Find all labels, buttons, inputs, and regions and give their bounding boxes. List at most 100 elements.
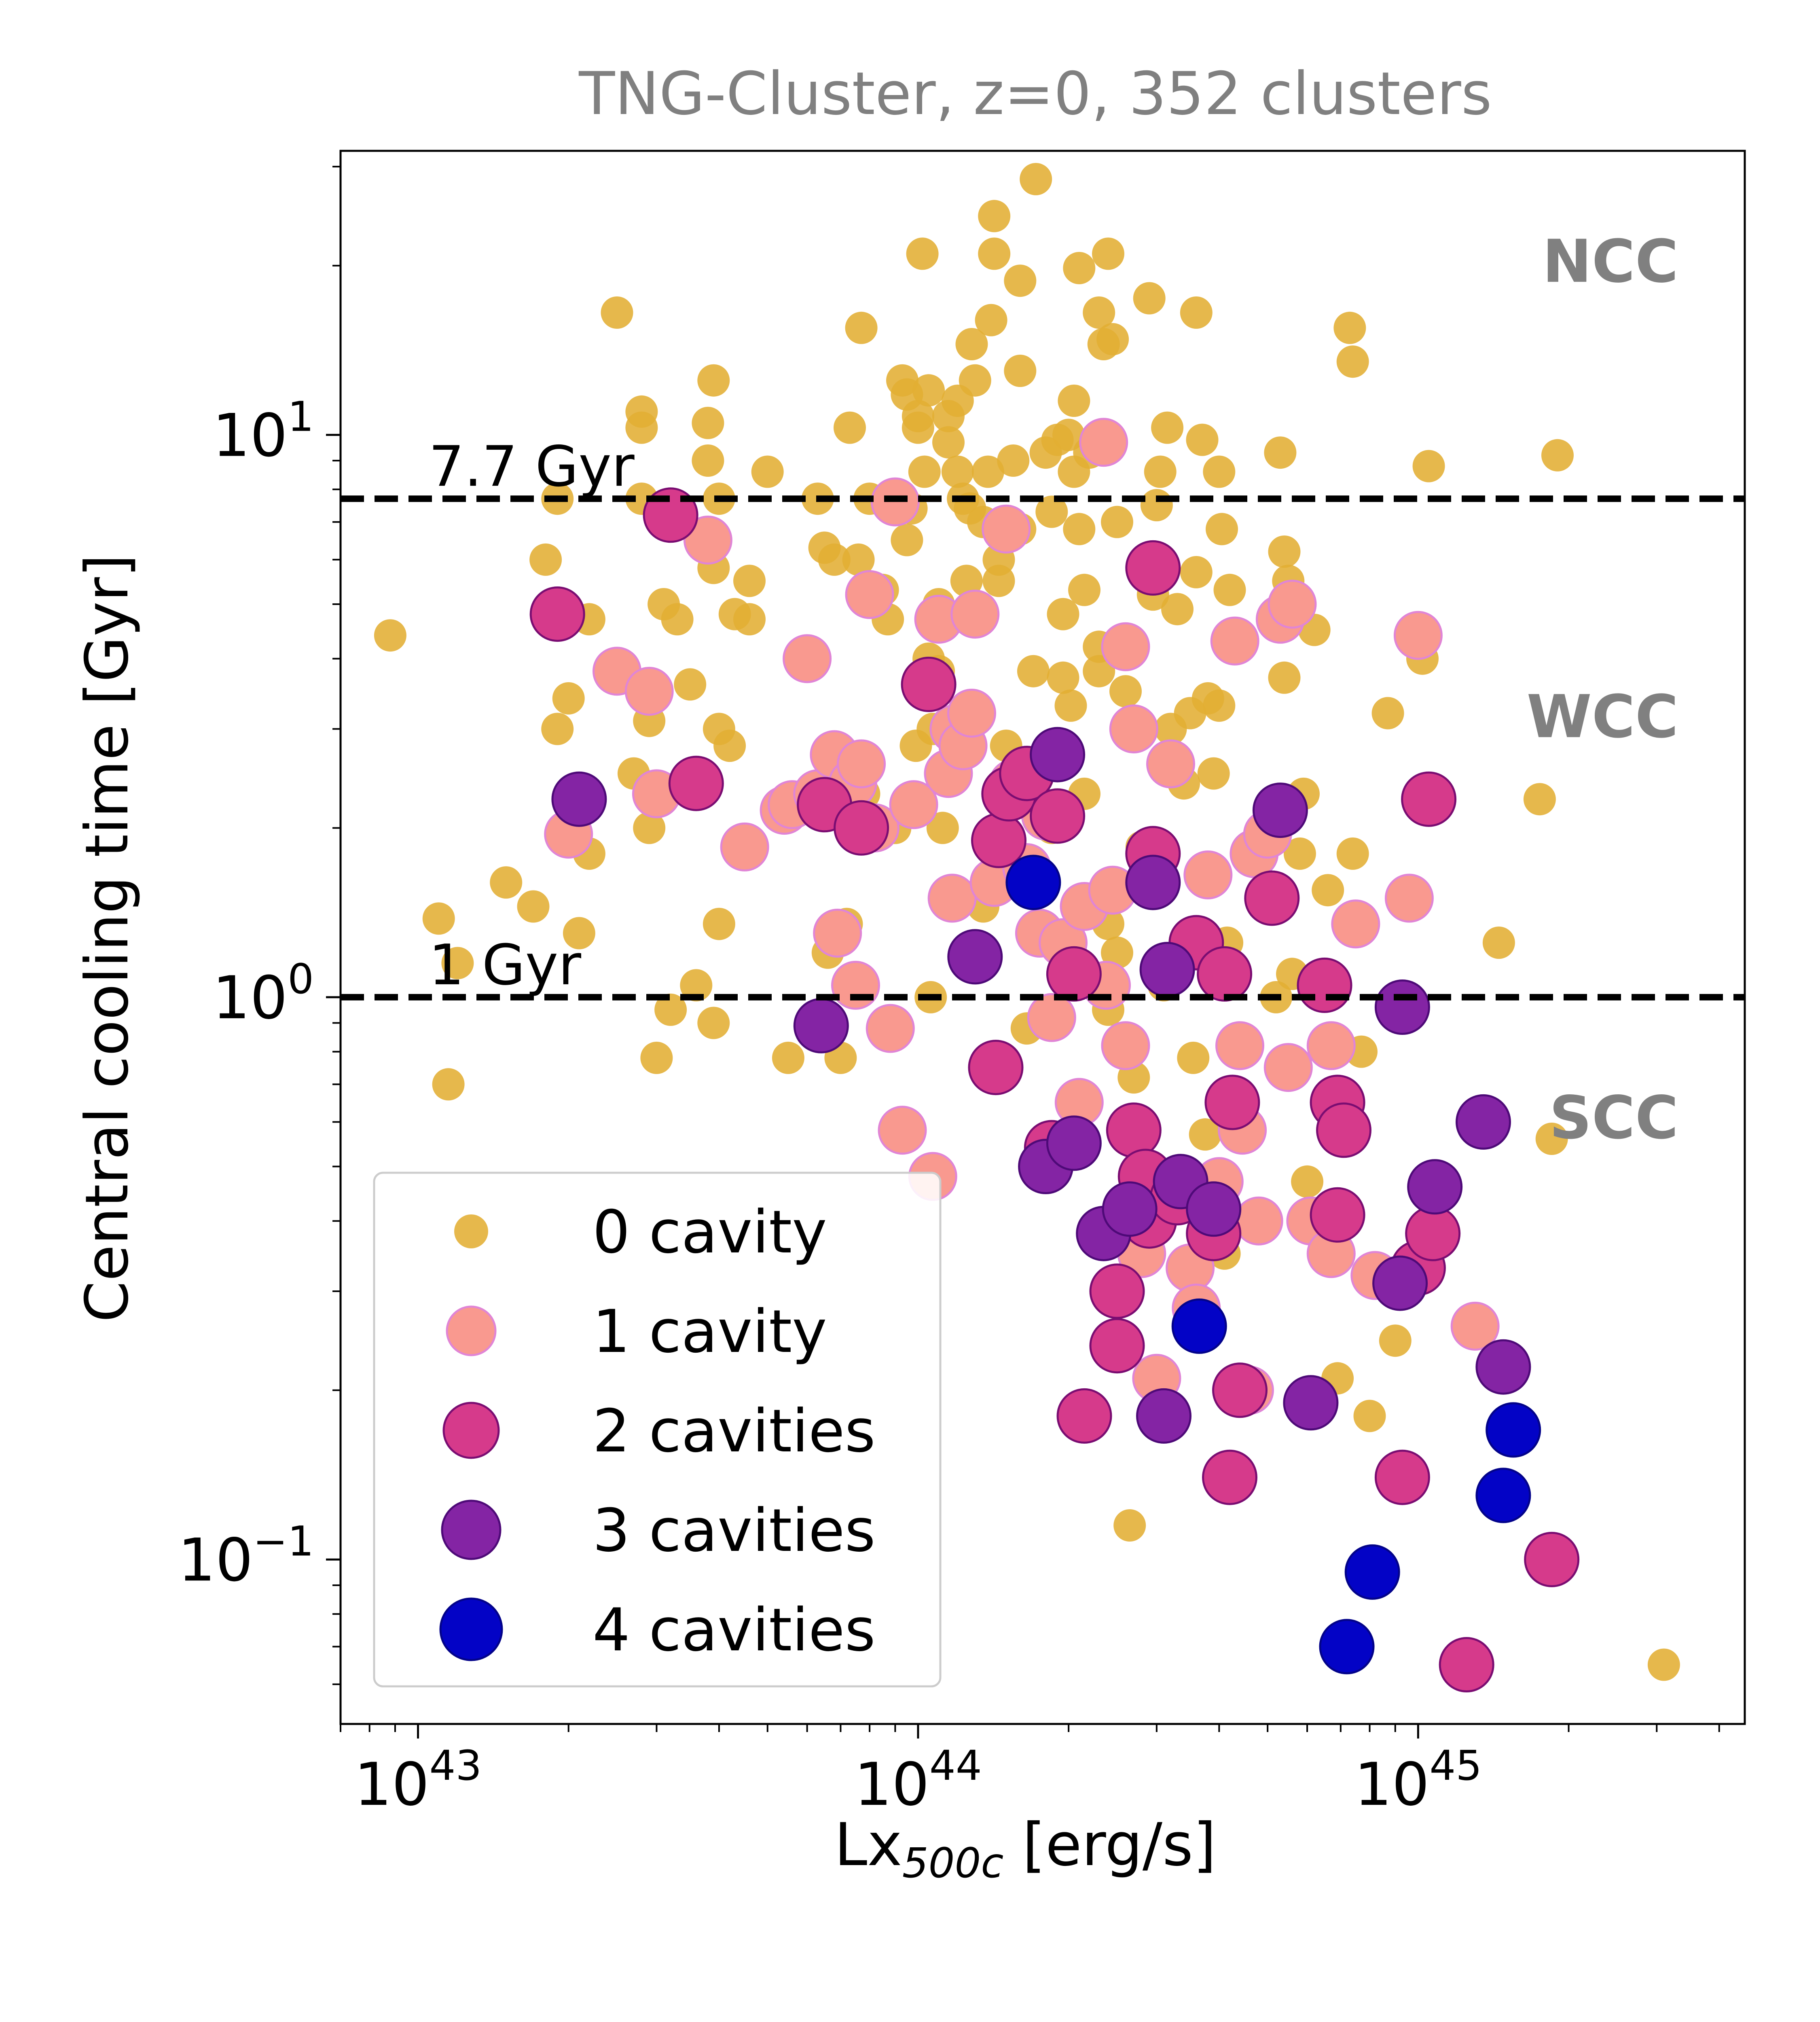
point-series-3-18 bbox=[1456, 1094, 1511, 1150]
point-series-3-16 bbox=[1374, 979, 1430, 1035]
point-series-4-3 bbox=[1344, 1544, 1400, 1600]
point-series-0-143 bbox=[1180, 556, 1213, 588]
legend-label-4: 4 cavities bbox=[593, 1596, 876, 1665]
point-series-0-1 bbox=[422, 902, 455, 935]
point-series-4-2 bbox=[1319, 1619, 1375, 1675]
point-series-1-43 bbox=[1101, 1021, 1150, 1070]
point-series-2-37 bbox=[1439, 1637, 1494, 1692]
point-series-0-58 bbox=[891, 524, 923, 556]
legend-label-2: 2 cavities bbox=[593, 1397, 876, 1466]
point-series-0-71 bbox=[926, 812, 959, 844]
point-series-0-10 bbox=[563, 917, 595, 950]
reference-line-label-1: 1 Gyr bbox=[429, 933, 581, 998]
point-series-1-5 bbox=[720, 822, 769, 871]
reference-line-label-0: 7.7 Gyr bbox=[429, 434, 635, 499]
point-series-2-38 bbox=[1524, 1531, 1580, 1587]
x-axis: 1043 1044 1045 bbox=[340, 1724, 1720, 1819]
point-series-1-17 bbox=[866, 1004, 915, 1053]
point-series-1-61 bbox=[1268, 580, 1317, 629]
point-series-0-168 bbox=[1336, 837, 1369, 870]
x-tick-label-2: 1045 bbox=[1354, 1742, 1482, 1819]
point-series-1-44 bbox=[1109, 704, 1158, 753]
point-series-3-12 bbox=[1186, 1181, 1242, 1237]
point-series-0-172 bbox=[1379, 1324, 1412, 1357]
point-series-0-28 bbox=[697, 364, 730, 397]
point-series-3-9 bbox=[1136, 1388, 1191, 1444]
legend-label-0: 0 cavity bbox=[593, 1198, 827, 1267]
point-series-1-62 bbox=[1263, 1043, 1313, 1092]
point-series-1-66 bbox=[1331, 899, 1380, 949]
point-series-0-98 bbox=[1017, 655, 1050, 687]
point-series-0-124 bbox=[1101, 506, 1133, 538]
point-series-0-178 bbox=[1541, 439, 1574, 472]
point-series-0-94 bbox=[1004, 264, 1037, 297]
legend-label-1: 1 cavity bbox=[593, 1297, 827, 1366]
point-series-0-145 bbox=[1189, 1118, 1221, 1151]
point-series-0-131 bbox=[1133, 282, 1166, 315]
point-series-4-5 bbox=[1486, 1402, 1541, 1458]
point-series-1-25 bbox=[927, 874, 977, 923]
point-series-0-106 bbox=[1047, 598, 1079, 630]
point-series-0-16 bbox=[625, 411, 658, 444]
point-series-2-25 bbox=[1202, 1449, 1257, 1505]
point-series-0-105 bbox=[1047, 661, 1079, 694]
point-series-1-30 bbox=[982, 504, 1031, 554]
point-series-3-2 bbox=[947, 929, 1003, 985]
point-series-0-65 bbox=[912, 374, 945, 407]
point-series-2-24 bbox=[1197, 946, 1253, 1002]
point-series-0-99 bbox=[1020, 163, 1052, 195]
point-series-0-50 bbox=[845, 311, 878, 344]
x-axis-label-tail: [erg/s] bbox=[1003, 1810, 1216, 1879]
point-series-1-13 bbox=[837, 739, 886, 789]
point-series-0-175 bbox=[1482, 926, 1515, 959]
point-series-0-45 bbox=[818, 543, 851, 576]
point-series-2-33 bbox=[1374, 1449, 1430, 1505]
point-series-0-85 bbox=[978, 200, 1011, 233]
point-series-0-112 bbox=[1063, 252, 1096, 284]
point-series-2-15 bbox=[1089, 1318, 1145, 1374]
point-series-0-162 bbox=[1291, 1165, 1324, 1198]
point-series-1-39 bbox=[1079, 418, 1128, 467]
point-series-1-42 bbox=[1101, 622, 1150, 671]
point-series-3-7 bbox=[1102, 1181, 1158, 1237]
point-series-0-122 bbox=[1092, 237, 1124, 270]
point-series-0-2 bbox=[432, 1068, 465, 1101]
legend-box bbox=[373, 1172, 942, 1688]
point-series-1-64 bbox=[1306, 1021, 1356, 1070]
point-series-1-53 bbox=[1210, 616, 1259, 666]
legend-marker-3 bbox=[441, 1500, 502, 1560]
point-series-2-16 bbox=[1106, 1102, 1162, 1158]
point-series-0-32 bbox=[703, 907, 735, 940]
point-series-3-19 bbox=[1475, 1339, 1531, 1395]
y-axis: 10−1 100 101 bbox=[178, 165, 341, 1685]
point-series-1-14 bbox=[831, 960, 880, 1010]
point-series-2-13 bbox=[1056, 1388, 1112, 1444]
point-series-0-83 bbox=[971, 455, 1004, 488]
legend: 0 cavity 1 cavity 2 cavities 3 cavities 4 ca… bbox=[373, 1172, 942, 1688]
point-series-0-27 bbox=[692, 406, 724, 439]
point-series-0-23 bbox=[661, 603, 694, 636]
point-series-0-117 bbox=[1083, 655, 1115, 687]
point-series-0-155 bbox=[1264, 436, 1297, 469]
point-series-0-84 bbox=[975, 304, 1007, 336]
x-axis-label-main: Lx bbox=[834, 1810, 902, 1879]
point-series-0-147 bbox=[1197, 757, 1230, 790]
point-series-0-118 bbox=[1083, 296, 1115, 329]
point-series-0-171 bbox=[1371, 697, 1404, 730]
point-series-2-6 bbox=[968, 1040, 1024, 1096]
point-series-0-38 bbox=[751, 455, 784, 488]
point-series-0-160 bbox=[1283, 837, 1316, 870]
point-series-0-138 bbox=[1161, 593, 1194, 626]
region-label-scc: SCC bbox=[1549, 1083, 1678, 1152]
point-series-2-7 bbox=[971, 812, 1026, 868]
point-series-1-19 bbox=[878, 1106, 927, 1155]
point-series-3-14 bbox=[1283, 1375, 1339, 1431]
x-axis-label: Lx500c [erg/s] bbox=[834, 1810, 1216, 1887]
point-series-1-27 bbox=[947, 689, 996, 738]
point-series-0-39 bbox=[772, 1041, 804, 1074]
point-series-0-13 bbox=[601, 296, 633, 329]
point-series-0-3 bbox=[441, 947, 474, 979]
point-series-0-7 bbox=[529, 543, 562, 576]
legend-marker-0 bbox=[454, 1214, 488, 1248]
point-series-0-141 bbox=[1177, 1041, 1210, 1074]
